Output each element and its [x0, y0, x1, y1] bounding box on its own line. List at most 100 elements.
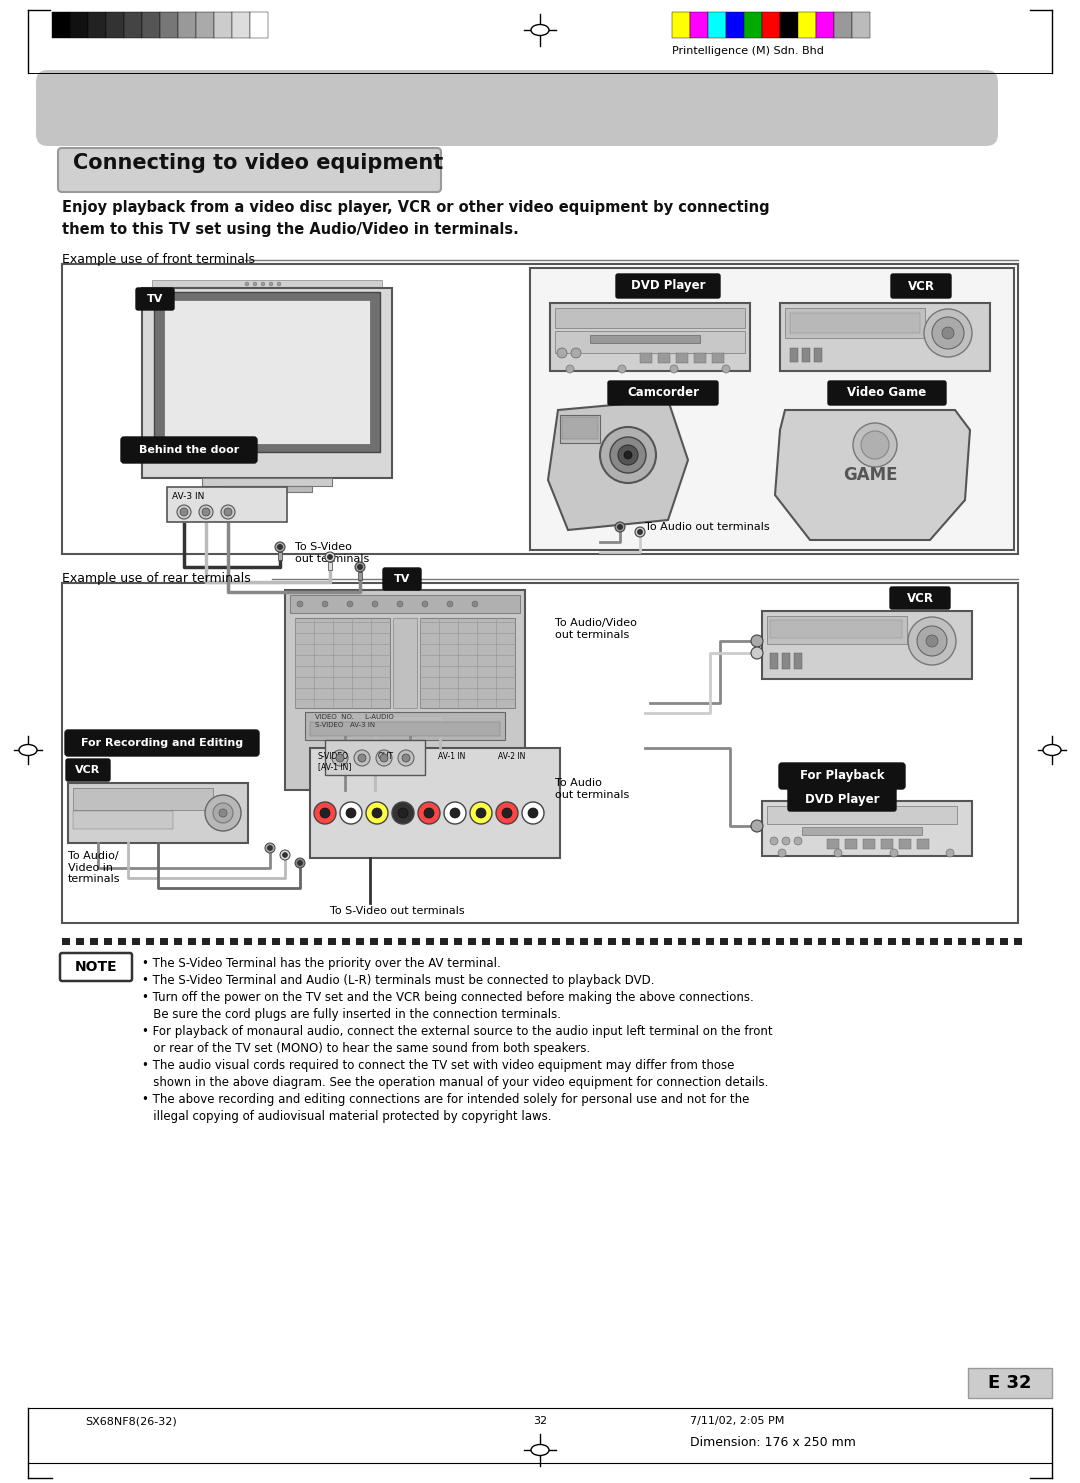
Circle shape [751, 647, 762, 658]
Circle shape [261, 282, 265, 286]
Bar [73, 811, 173, 829]
Bar [678, 939, 686, 945]
Circle shape [280, 850, 291, 860]
Circle shape [566, 365, 573, 374]
Text: For Recording and Editing: For Recording and Editing [81, 739, 243, 747]
Bar [770, 653, 778, 669]
Circle shape [219, 810, 227, 817]
Polygon shape [775, 409, 970, 540]
Bar [550, 303, 750, 371]
Circle shape [205, 795, 241, 830]
Circle shape [618, 445, 638, 466]
Text: For Playback: For Playback [800, 770, 885, 783]
Bar [510, 939, 518, 945]
Circle shape [245, 282, 249, 286]
Circle shape [177, 506, 191, 519]
Circle shape [340, 802, 362, 825]
Text: Enjoy playback from a video disc player, VCR or other video equipment by connect: Enjoy playback from a video disc player,… [62, 200, 770, 215]
Circle shape [202, 509, 210, 516]
Polygon shape [548, 400, 688, 529]
Circle shape [942, 326, 954, 340]
Circle shape [444, 802, 465, 825]
FancyBboxPatch shape [60, 954, 132, 980]
Bar [690, 12, 708, 39]
Bar [785, 308, 924, 338]
Circle shape [283, 853, 287, 857]
Circle shape [295, 859, 305, 868]
Bar [440, 939, 448, 945]
Ellipse shape [1043, 744, 1061, 755]
Circle shape [635, 526, 645, 537]
Bar [692, 939, 700, 945]
Bar [636, 939, 644, 945]
FancyBboxPatch shape [890, 587, 950, 610]
Bar [744, 12, 762, 39]
Bar [802, 828, 922, 835]
Circle shape [265, 842, 275, 853]
Bar [152, 280, 382, 291]
Text: Connecting to video equipment: Connecting to video equipment [73, 153, 443, 174]
Text: Example use of front terminals: Example use of front terminals [62, 254, 255, 265]
Bar [874, 939, 882, 945]
Bar [52, 12, 70, 39]
Bar [650, 939, 658, 945]
Ellipse shape [19, 744, 37, 755]
Bar [845, 839, 858, 848]
Bar [399, 939, 406, 945]
Bar [789, 313, 920, 334]
Text: Dimension: 176 x 250 mm: Dimension: 176 x 250 mm [690, 1436, 855, 1449]
Bar [164, 300, 370, 443]
Bar [555, 308, 745, 328]
Bar [777, 939, 784, 945]
Bar [167, 486, 287, 522]
Bar [767, 615, 907, 644]
Text: SX68NF8(26-32): SX68NF8(26-32) [85, 1416, 177, 1427]
Text: • For playback of monaural audio, connect the external source to the audio input: • For playback of monaural audio, connec… [141, 1025, 772, 1038]
Bar [789, 349, 798, 362]
Bar [881, 839, 893, 848]
Circle shape [924, 308, 972, 357]
Bar [530, 268, 1014, 550]
Circle shape [600, 427, 656, 483]
Text: shown in the above diagram. See the operation manual of your video equipment for: shown in the above diagram. See the oper… [141, 1077, 768, 1089]
Text: 32: 32 [532, 1416, 548, 1427]
Bar [300, 939, 308, 945]
Bar [124, 12, 141, 39]
Circle shape [199, 506, 213, 519]
Circle shape [355, 562, 365, 572]
Text: To Audio out terminals: To Audio out terminals [645, 522, 770, 532]
Bar [726, 12, 744, 39]
Bar [832, 939, 840, 945]
Circle shape [908, 617, 956, 664]
FancyBboxPatch shape [65, 730, 259, 756]
Bar [538, 939, 546, 945]
Text: • The above recording and editing connections are for intended solely for person: • The above recording and editing connec… [141, 1093, 750, 1106]
Circle shape [418, 802, 440, 825]
Bar [798, 12, 816, 39]
Bar [195, 12, 214, 39]
Circle shape [253, 282, 257, 286]
Circle shape [618, 525, 622, 529]
Circle shape [528, 808, 538, 819]
Bar [202, 939, 210, 945]
Text: VIDEO  NO.     L-AUDIO: VIDEO NO. L-AUDIO [315, 713, 394, 721]
Text: S-VIDEO   AV-3 IN: S-VIDEO AV-3 IN [315, 722, 375, 728]
FancyBboxPatch shape [66, 759, 110, 782]
Circle shape [424, 808, 434, 819]
Bar [141, 12, 160, 39]
Bar [972, 939, 980, 945]
Bar [62, 583, 1018, 922]
Circle shape [268, 845, 272, 850]
Bar [285, 590, 525, 790]
Circle shape [557, 349, 567, 357]
Bar [342, 939, 350, 945]
Bar [357, 572, 362, 580]
Circle shape [861, 432, 889, 460]
Circle shape [624, 451, 632, 460]
Text: To S-Video out terminals: To S-Video out terminals [330, 906, 464, 916]
Circle shape [347, 601, 353, 607]
Circle shape [778, 848, 786, 857]
Text: Video Game: Video Game [848, 387, 927, 399]
Bar [804, 939, 812, 945]
Bar [106, 12, 124, 39]
